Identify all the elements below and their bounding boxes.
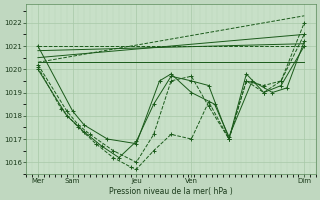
X-axis label: Pression niveau de la mer( hPa ): Pression niveau de la mer( hPa ) (109, 187, 233, 196)
